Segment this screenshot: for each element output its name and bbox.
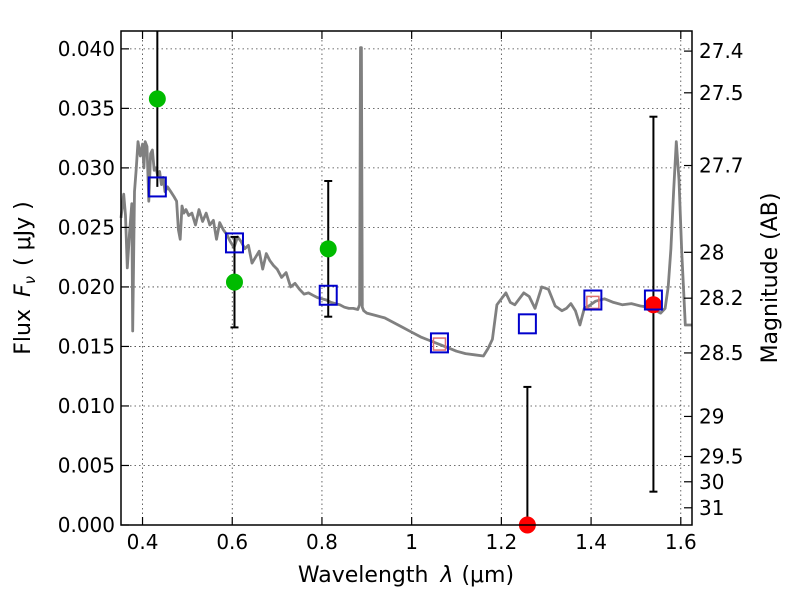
x-ticks: 0.4 0.6 0.8 1 1.2 1.4 1.6 [127,31,697,554]
x-axis-label-symbol: λ [439,563,453,588]
y-tick-label-1: 0.005 [58,453,115,477]
y-tick-label-4: 0.020 [58,275,115,299]
y-axis-label-unit: ( μJy ) [11,201,36,266]
y2-tick-label-4: 28.2 [699,286,744,310]
y-tick-label-7: 0.035 [58,96,115,120]
x-tick-label-5: 1.4 [575,530,607,554]
x-tick-label-2: 0.8 [306,530,338,554]
model-photometry-square-5 [583,289,603,311]
markers-layer [147,90,663,534]
y-ticks: 0.000 0.005 0.010 0.015 0.020 0.025 0.030 0.035… [58,37,129,537]
y-axis-label-text: Flux [11,309,36,355]
model-photometry-square-3 [429,332,449,354]
grid-lines [121,31,692,525]
y2-tick-label-5: 28.5 [699,341,744,365]
model-inner-square-0 [432,337,447,351]
model-spectrum-layer [119,46,692,358]
y-tick-label-8: 0.040 [58,37,115,61]
model-inner-square-1 [586,295,600,310]
y2-axis-label: Magnitude (AB) [758,193,783,364]
y2-tick-label-1: 27.5 [699,81,744,105]
x-tick-label-3: 1 [405,530,418,554]
x-tick-label-6: 1.6 [665,530,697,554]
x-axis-label: Wavelength λ (μm) [298,563,514,588]
y-axis-label-symbol: F [11,284,36,297]
x-tick-label-1: 0.6 [216,530,248,554]
y-axis-label: Flux Fν ( μJy ) [11,201,39,354]
y-tick-label-0: 0.000 [58,513,115,537]
model-spectrum-line [119,46,692,358]
model-photometry-square-1 [224,232,244,254]
y2-tick-label-0: 27.4 [699,39,744,63]
y-tick-label-2: 0.010 [58,394,115,418]
green-data-point-1 [225,273,243,291]
x-tick-label-0: 0.4 [127,530,159,554]
y-tick-label-5: 0.025 [58,215,115,239]
green-data-point-0 [148,90,166,108]
y2-tick-label-6: 29 [699,404,724,428]
model-photometry-square-2 [318,284,338,306]
y2-tick-label-3: 28 [699,240,724,264]
x-tick-label-4: 1.2 [485,530,517,554]
model-photometry-square-0 [147,176,167,198]
y2-tick-label-9: 31 [699,496,724,520]
x-axis-label-text: Wavelength [298,563,429,588]
x-axis-label-unit: (μm) [461,563,514,588]
y-tick-label-3: 0.015 [58,334,115,358]
y-axis-label-subscript: ν [21,276,39,284]
y2-tick-label-8: 30 [699,470,724,494]
model-photometry-square-4 [517,313,537,335]
y2-tick-label-7: 29.5 [699,445,744,469]
y-tick-label-6: 0.030 [58,156,115,180]
green-data-point-2 [319,240,337,258]
y2-tick-label-2: 27.7 [699,154,744,178]
plot-frame [120,30,693,526]
model-photometry-square-6 [643,289,663,311]
